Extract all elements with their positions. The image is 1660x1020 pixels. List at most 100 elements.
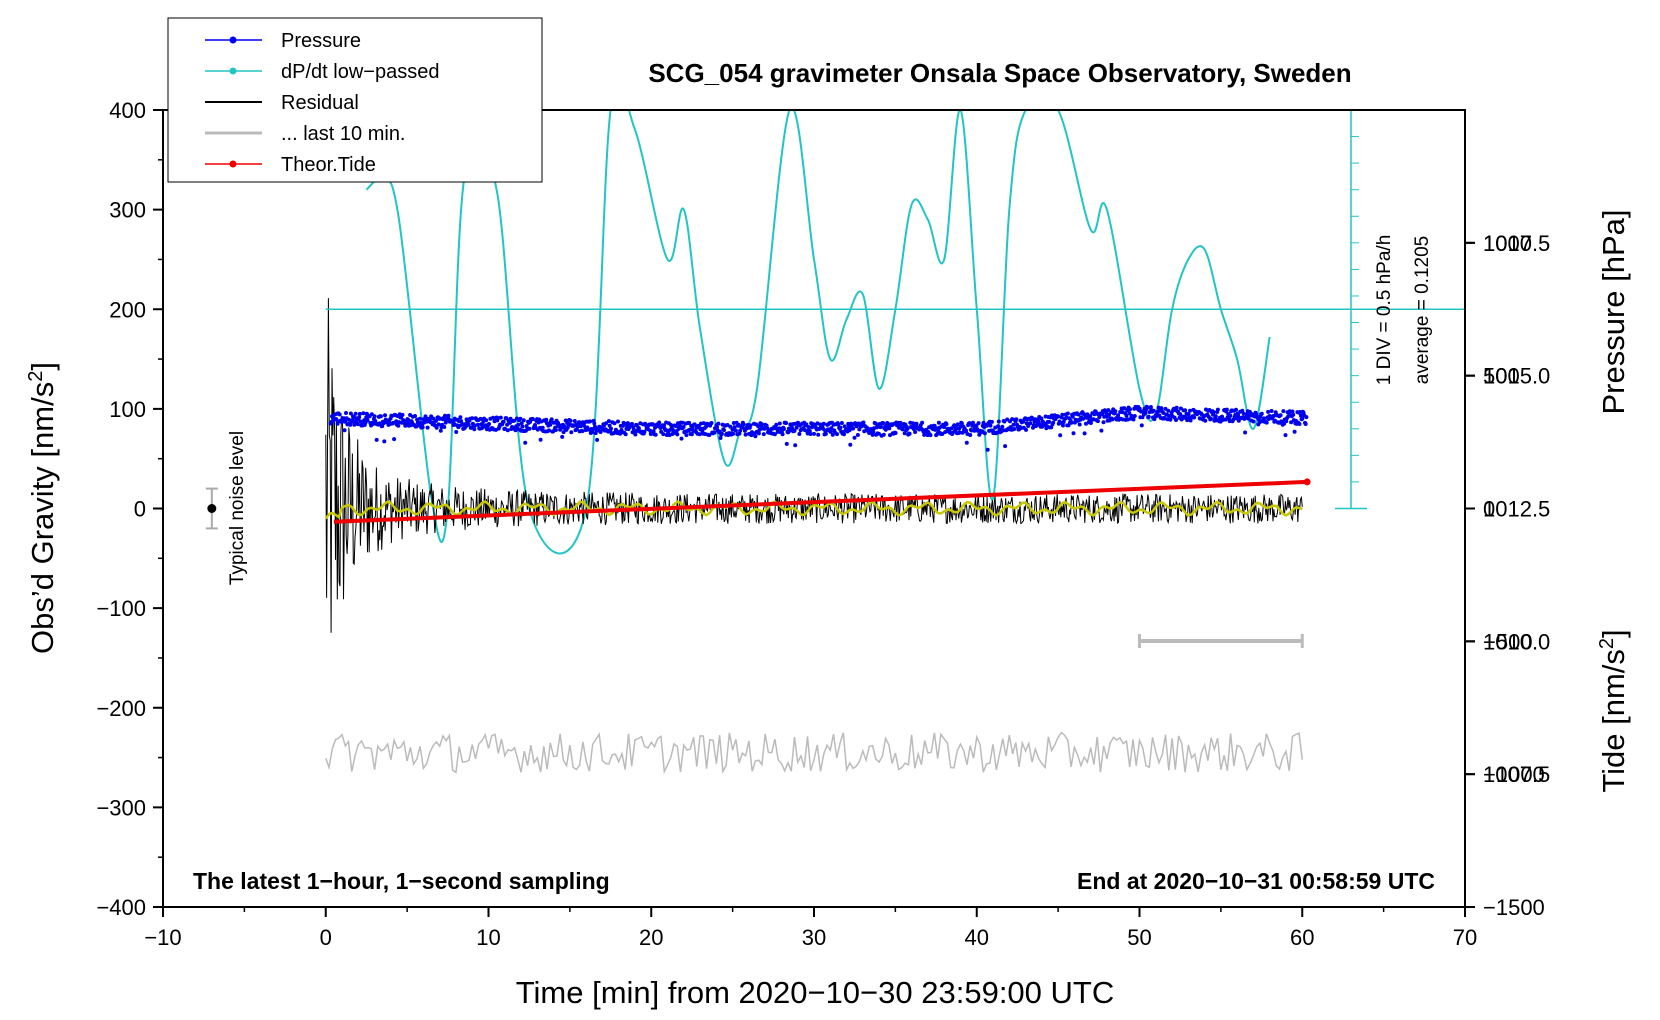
chart-title: SCG_054 gravimeter Onsala Space Observat…	[648, 58, 1351, 88]
last10-series-line	[325, 731, 1304, 775]
x-tick-label: 0	[320, 925, 332, 950]
clipped-data	[324, 110, 1309, 633]
pressure-point	[1203, 418, 1208, 423]
pressure-point	[1028, 421, 1033, 426]
pressure-point	[374, 437, 379, 442]
pressure-point	[636, 426, 641, 431]
pressure-point	[413, 414, 417, 418]
pressure-point	[609, 426, 613, 431]
pressure-point	[458, 415, 463, 420]
pressure-point	[675, 432, 680, 437]
tide-end-point	[1303, 478, 1311, 486]
pressure-point	[1178, 406, 1183, 411]
pressure-point	[442, 425, 447, 429]
pressure-point	[893, 431, 898, 435]
pressure-point	[342, 428, 347, 433]
pressure-point	[1005, 417, 1010, 422]
pressure-point	[838, 425, 843, 430]
pressure-point	[544, 417, 549, 422]
pressure-point	[521, 418, 526, 423]
pressure-point	[842, 424, 847, 429]
pressure-point	[1131, 417, 1136, 422]
y-tick-label: 200	[109, 297, 146, 322]
pressure-point	[642, 429, 647, 434]
pressure-point	[719, 431, 724, 436]
pressure-point	[505, 428, 510, 433]
pressure-point	[527, 426, 532, 431]
pressure-point	[588, 419, 593, 424]
x-tick-label: 10	[476, 925, 500, 950]
pressure-point	[823, 431, 828, 436]
pressure-point	[540, 425, 545, 430]
pressure-point	[551, 420, 556, 425]
tide-tick-label: −1000	[1483, 762, 1545, 787]
pressure-point	[907, 431, 912, 436]
pressure-point	[1060, 412, 1065, 417]
pressure-point	[1266, 409, 1271, 414]
tide-tick-label: −500	[1483, 629, 1533, 654]
pressure-point	[1000, 424, 1005, 429]
pressure-point	[653, 432, 658, 437]
pressure-point	[632, 427, 636, 432]
pressure-point	[604, 421, 609, 426]
pressure-point	[378, 414, 383, 419]
pressure-point	[981, 420, 986, 425]
pressure-point	[454, 430, 459, 434]
pressure-point	[1116, 413, 1121, 418]
pressure-point	[787, 428, 792, 433]
pressure-point	[883, 427, 888, 432]
pressure-point	[498, 415, 503, 420]
pressure-point	[808, 432, 813, 436]
pressure-point	[852, 435, 857, 440]
pressure-point	[1234, 407, 1238, 412]
pressure-point	[732, 425, 737, 430]
pressure-point	[1281, 409, 1286, 414]
pressure-point	[1208, 416, 1213, 421]
pressure-point	[1082, 431, 1087, 436]
pressure-point	[1174, 405, 1179, 410]
pressure-point	[743, 432, 748, 437]
pressure-point	[697, 432, 702, 437]
pressure-point	[1259, 411, 1264, 416]
y-tick-label: −300	[96, 795, 146, 820]
y-tick-label: 100	[109, 397, 146, 422]
pressure-point	[1261, 416, 1266, 421]
pressure-point	[1243, 430, 1248, 435]
pressure-point	[1297, 422, 1302, 426]
pressure-point	[1300, 416, 1305, 421]
pressure-tick-label: 1012.5	[1483, 497, 1550, 522]
pressure-point	[671, 428, 676, 433]
pressure-point	[914, 421, 919, 426]
pressure-point	[484, 418, 489, 423]
pressure-point	[968, 433, 973, 437]
tide-tick-label: 1000	[1483, 231, 1532, 256]
pressure-point	[913, 430, 918, 434]
pressure-point	[501, 419, 506, 424]
pressure-point	[1304, 415, 1309, 420]
y-tick-label: 300	[109, 198, 146, 223]
pressure-point	[606, 419, 611, 424]
pressure-point	[876, 431, 881, 436]
pressure-point	[381, 421, 386, 426]
pressure-point	[651, 429, 656, 434]
pressure-point	[592, 421, 597, 426]
pressure-point	[1124, 413, 1129, 418]
axes-layer: −10 0 10 20 30 40 50 60 704003002001000−100−200−…	[96, 98, 1550, 950]
pressure-point	[718, 436, 723, 440]
pressure-point	[1298, 413, 1303, 418]
pressure-point	[1251, 419, 1256, 424]
pressure-point	[1290, 409, 1295, 414]
pressure-point	[630, 422, 634, 426]
pressure-point	[712, 430, 717, 435]
pressure-point	[516, 422, 521, 427]
pressure-point	[1192, 415, 1197, 420]
dpdt-scale-label: 1 DIV = 0.5 hPa/h	[1374, 235, 1395, 386]
pressure-point	[1188, 418, 1193, 423]
pressure-point	[616, 419, 620, 424]
pressure-point	[1228, 413, 1233, 418]
pressure-point	[1088, 414, 1093, 419]
pressure-point	[902, 431, 907, 436]
pressure-point	[341, 416, 346, 421]
pressure-point	[519, 421, 524, 426]
pressure-point	[761, 432, 766, 437]
